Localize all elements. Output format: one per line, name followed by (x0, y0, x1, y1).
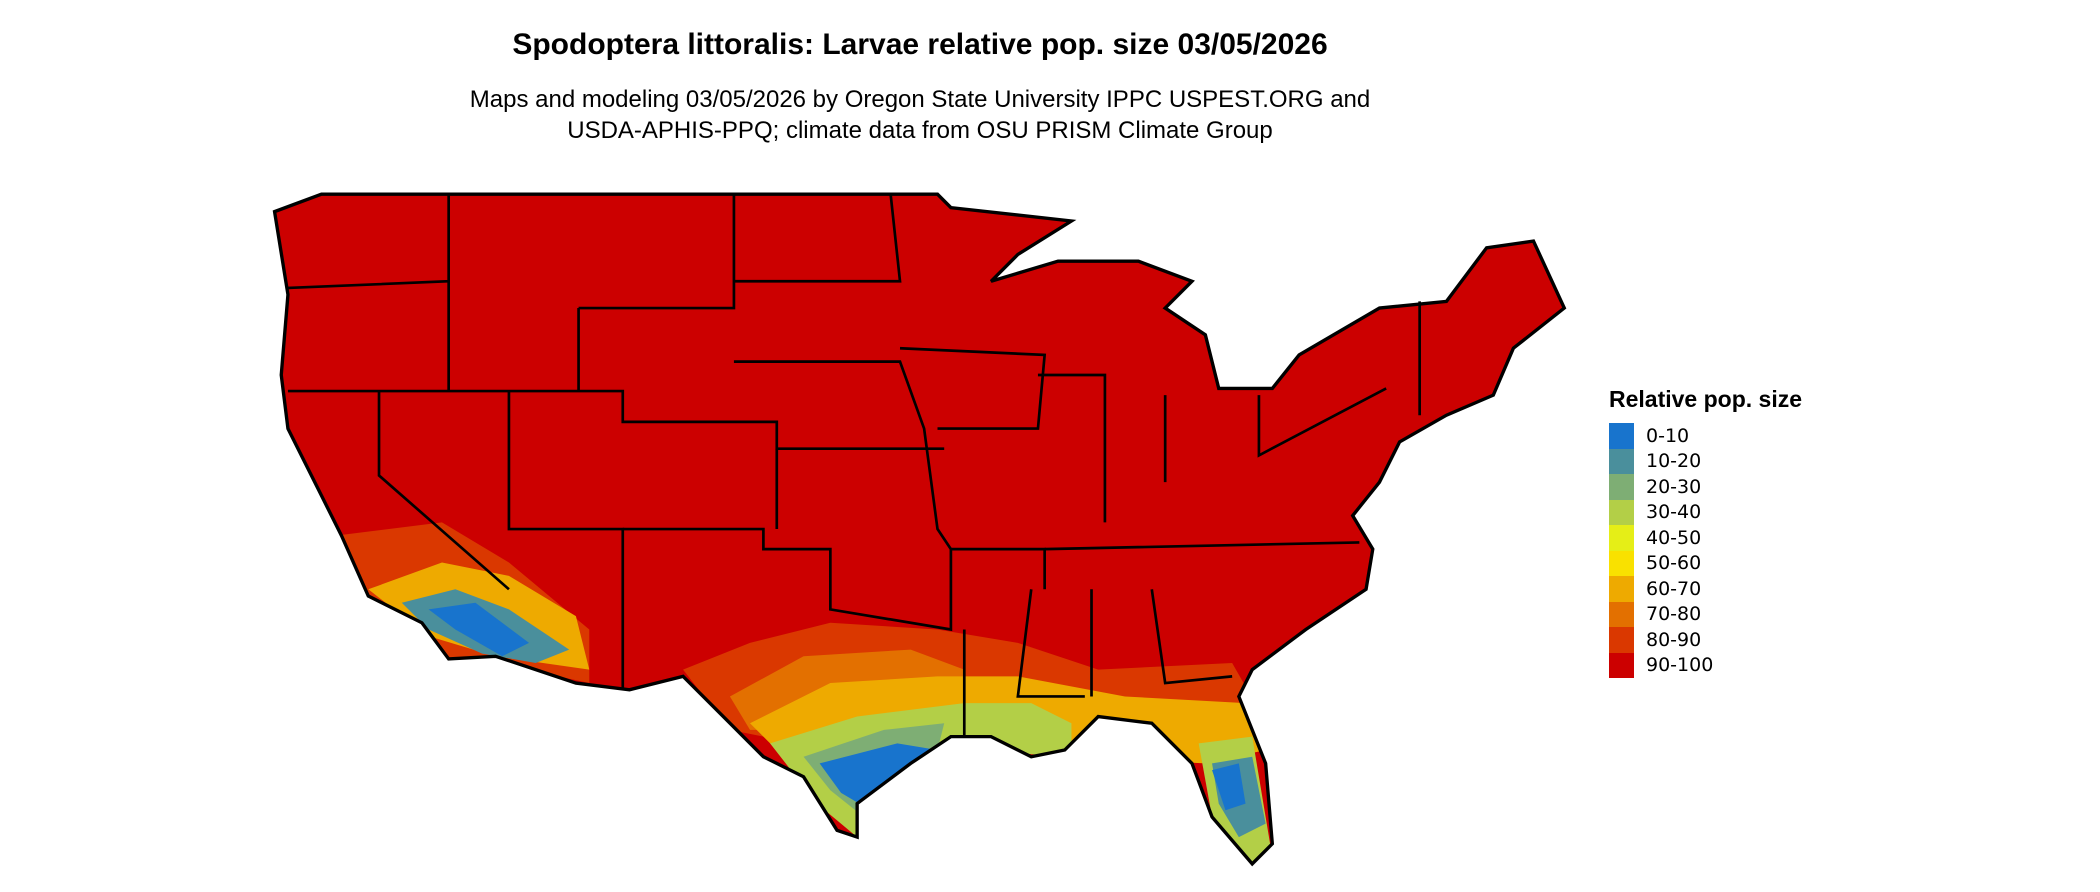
legend-label: 80-90 (1646, 628, 1702, 651)
legend-swatch (1609, 474, 1634, 500)
legend-label: 70-80 (1646, 603, 1702, 626)
legend-item: 10-20 (1609, 448, 1802, 474)
legend-swatch (1609, 601, 1634, 627)
legend-item: 70-80 (1609, 601, 1802, 627)
legend-swatch (1609, 423, 1634, 449)
map-title: Spodoptera littoralis: Larvae relative p… (512, 28, 1328, 61)
legend: Relative pop. size 0-10 10-20 20-30 30-40 40… (1609, 386, 1802, 678)
legend-item: 50-60 (1609, 550, 1802, 576)
legend-swatch (1609, 550, 1634, 576)
legend-swatch (1609, 652, 1634, 678)
map-subtitle: Maps and modeling 03/05/2026 by Oregon S… (0, 84, 1840, 146)
legend-item: 80-90 (1609, 627, 1802, 653)
legend-label: 30-40 (1646, 501, 1702, 524)
legend-item: 0-10 (1609, 423, 1802, 449)
subtitle-line-1: Maps and modeling 03/05/2026 by Oregon S… (469, 86, 1371, 113)
us-land-90-100 (274, 194, 1565, 864)
legend-title: Relative pop. size (1609, 386, 1803, 412)
legend-item: 90-100 (1609, 652, 1802, 678)
legend-swatch (1609, 525, 1634, 551)
zone-0-10-texas (819, 743, 938, 811)
legend-swatch (1609, 448, 1634, 474)
subtitle-line-2: USDA-APHIS-PPQ; climate data from OSU PR… (567, 117, 1273, 144)
zone-0-10-southwest (428, 602, 530, 657)
legend-item: 30-40 (1609, 499, 1802, 525)
legend-label: 60-70 (1646, 577, 1702, 600)
legend-label: 40-50 (1646, 526, 1702, 549)
legend-swatch (1609, 576, 1634, 602)
legend-label: 20-30 (1646, 475, 1702, 498)
legend-label: 0-10 (1646, 424, 1690, 447)
legend-label: 50-60 (1646, 552, 1702, 575)
zone-0-10-florida (1212, 763, 1246, 811)
legend-swatch (1609, 627, 1634, 653)
legend-swatch (1609, 499, 1634, 525)
legend-item: 40-50 (1609, 525, 1802, 551)
legend-item: 60-70 (1609, 576, 1802, 602)
legend-label: 90-100 (1646, 654, 1714, 677)
state-borders (272, 192, 1566, 866)
legend-label: 10-20 (1646, 450, 1702, 473)
legend-item: 20-30 (1609, 474, 1802, 500)
